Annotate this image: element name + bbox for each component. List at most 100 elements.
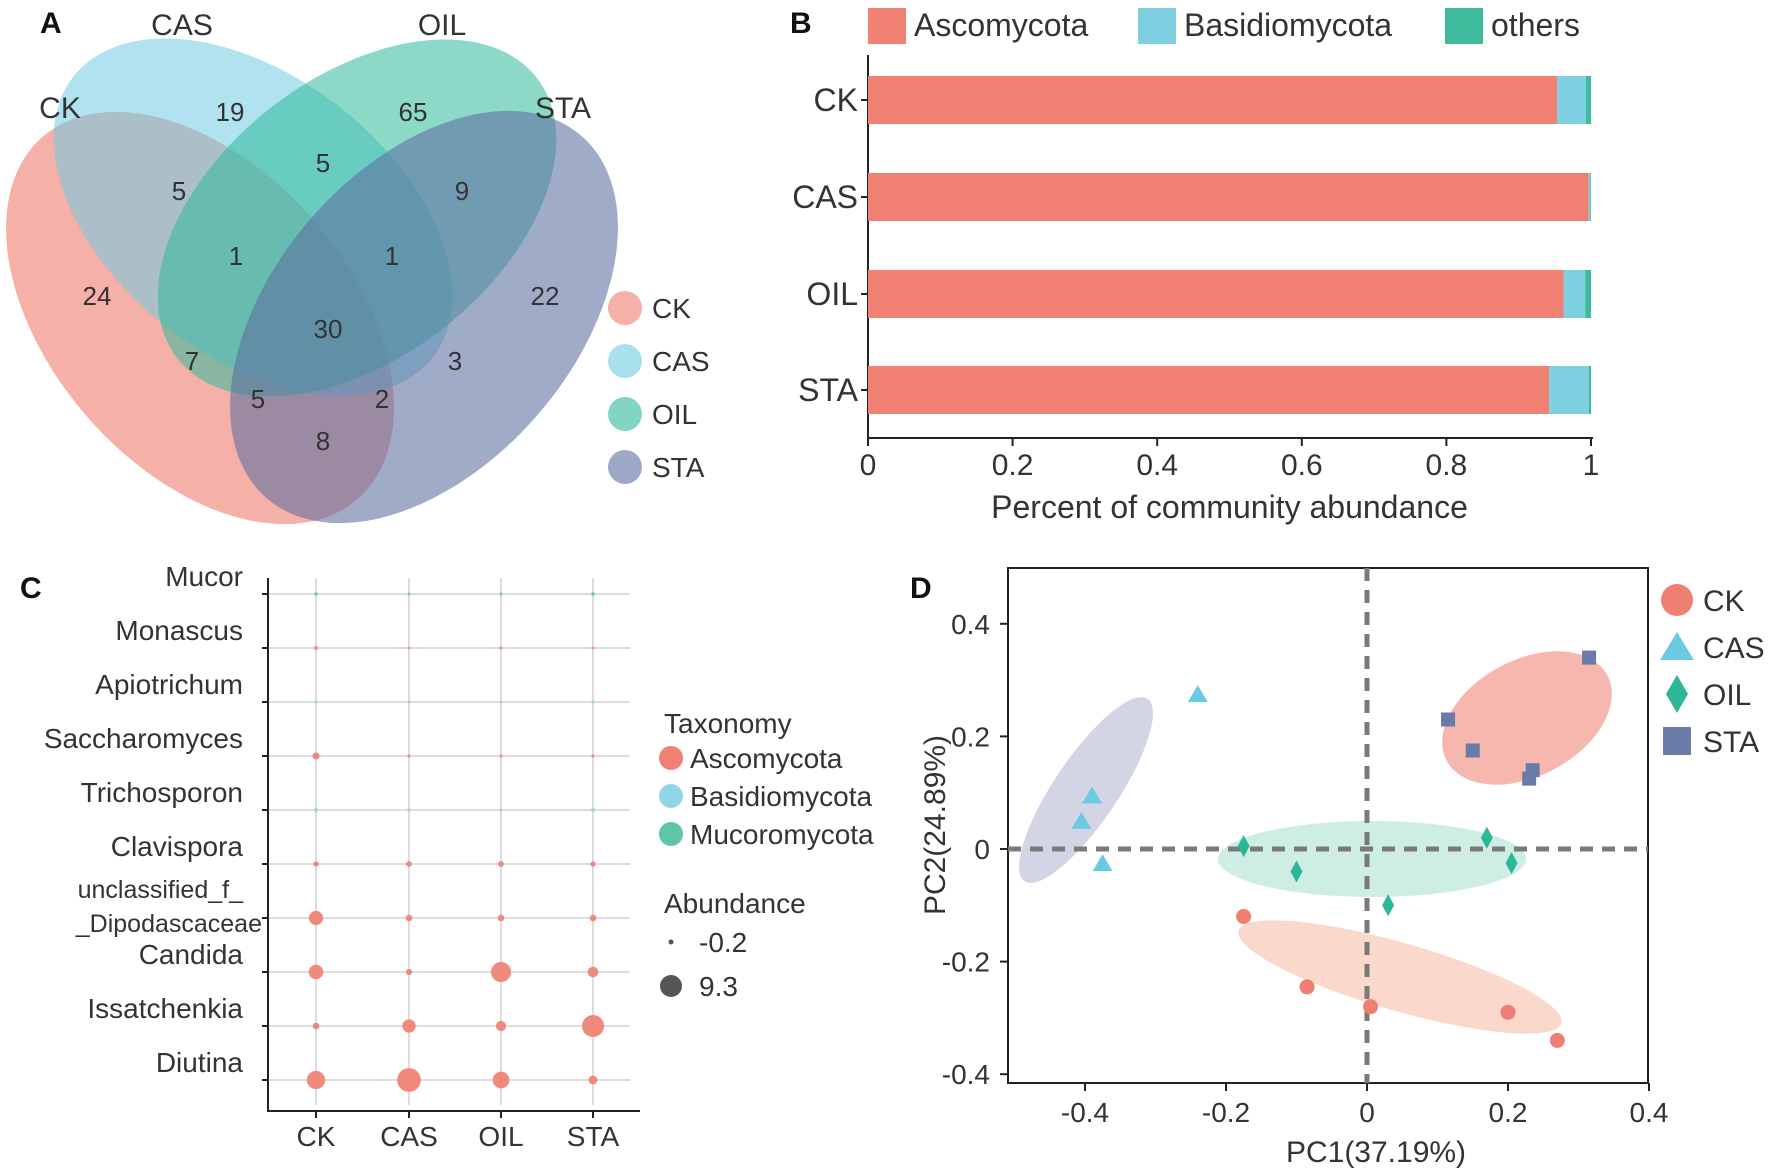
pca-y-tick-label-0-4: 0.4: [951, 609, 990, 640]
bubble-clavispora-ck: [313, 861, 319, 867]
bubble-monascus-oil: [499, 646, 503, 650]
bubble-issatchenkia-ck: [312, 1022, 320, 1030]
bubble-mucor-oil: [499, 592, 503, 596]
venn-region-ck-cas-oil-sta: 30: [314, 314, 343, 344]
venn-legend-label-ck: CK: [652, 293, 691, 324]
bar-sta-others: [1588, 366, 1591, 414]
bar-ck-ascomycota: [868, 76, 1558, 124]
bubble-monascus-cas: [407, 646, 411, 650]
venn-panel: A CK CAS OIL STA 24 19 65 22 5 5 9 1 1 30 7 3 5 2 8 CK CAS…: [6, 7, 710, 525]
pca-x-tick-label-0-4: 0.4: [1630, 1097, 1669, 1128]
bubble-legend-swatch-basidiomycota: [659, 784, 683, 808]
bubble-row-label-clavispora: Clavispora: [111, 831, 244, 862]
bubble-unclassified-f-dipodascaceae-ck: [308, 910, 324, 926]
venn-region-ck-oil: 7: [185, 346, 199, 376]
bar-category-ck: CK: [814, 82, 858, 118]
bubble-candida-ck: [308, 964, 324, 980]
venn-region-cas-sta: 3: [448, 346, 462, 376]
bubble-row-label-diutina: Diutina: [156, 1047, 244, 1078]
bubble-row-label-mucor: Mucor: [165, 561, 243, 592]
venn-set-label-cas: CAS: [151, 9, 213, 42]
bubble-diutina-sta: [588, 1075, 598, 1085]
bubble-row-label-candida: Candida: [139, 939, 244, 970]
bubble-legend-size-small: [668, 939, 674, 945]
pca-point-cas: [1071, 811, 1092, 829]
bar-legend-swatch-ascomycota: [868, 8, 906, 44]
pca-point-ck: [1236, 909, 1252, 925]
bar-category-cas: CAS: [792, 179, 858, 215]
bar-legend-label-basidiomycota: Basidiomycota: [1184, 7, 1392, 43]
pca-point-cas: [1092, 854, 1113, 872]
pca-legend-swatch-oil: [1666, 675, 1688, 713]
bubble-legend-label-ascomycota: Ascomycota: [690, 743, 843, 774]
pca-legend-swatch-sta: [1663, 727, 1691, 755]
pca-x-tick-label-0-2: -0.2: [1202, 1097, 1250, 1128]
pca-y-tick-label-0: 0: [974, 834, 990, 865]
pca-point-oil: [1290, 860, 1303, 883]
venn-legend-swatch-ck: [608, 291, 642, 325]
bubble-row-label-unclassified-f-dipodascaceae-line2: _Dipodascaceae: [75, 910, 262, 938]
venn-legend-swatch-sta: [608, 450, 642, 484]
bubble-row-label-issatchenkia: Issatchenkia: [87, 993, 243, 1024]
bubble-candida-oil: [490, 961, 512, 983]
venn-set-sta: [230, 110, 618, 524]
pca-point-sta: [1582, 650, 1597, 665]
bubble-legend-taxonomy-title: Taxonomy: [664, 708, 792, 739]
pca-point-oil: [1382, 894, 1395, 917]
pca-plot: -0.4 -0.2 0 0.2 0.4 0.4 0.2 0 -0.2 -0.4 PC1(37.19%…: [919, 568, 1668, 1169]
pca-legend-swatch-cas: [1660, 632, 1694, 660]
panel-label-b: B: [790, 7, 812, 40]
venn-legend-label-sta: STA: [652, 452, 705, 483]
pca-point-sta: [1522, 771, 1537, 786]
venn-set-label-oil: OIL: [418, 9, 466, 42]
bubble-legend-swatch-ascomycota: [659, 746, 683, 770]
bubble-legend-swatch-mucoromycota: [659, 822, 683, 846]
stacked-bar-panel: B Ascomycota Basidiomycota others CK CAS OIL…: [790, 7, 1599, 525]
bar-x-tick-label-0-4: 0.4: [1136, 449, 1178, 482]
bar-legend-swatch-basidiomycota: [1138, 8, 1176, 44]
pca-point-cas: [1187, 685, 1208, 703]
venn-region-cas-oil-sta: 1: [385, 241, 399, 271]
panel-label-c: C: [20, 572, 42, 605]
bubble-col-label-sta: STA: [567, 1121, 620, 1152]
bubble-legend-size-large: [660, 975, 682, 997]
venn-legend-label-cas: CAS: [652, 346, 710, 377]
bubble-legend: Taxonomy Ascomycota Basidiomycota Mucoromyc…: [659, 708, 874, 1002]
bubble-col-label-cas: CAS: [380, 1121, 438, 1152]
bubble-mucor-ck: [314, 592, 318, 596]
pca-x-tick-label-0: 0: [1359, 1097, 1375, 1128]
bar-legend-label-ascomycota: Ascomycota: [914, 7, 1088, 43]
pca-point-sta: [1465, 743, 1480, 758]
bubble-candida-cas: [405, 968, 413, 976]
pca-y-tick-label-0-2: 0.2: [951, 721, 990, 752]
bubble-trichosporon-oil: [499, 808, 503, 812]
bar-cas-others: [1590, 173, 1591, 221]
bar-oil-ascomycota: [868, 270, 1564, 318]
venn-region-ck: 24: [83, 281, 112, 311]
pca-x-tick-label-0-2: 0.2: [1489, 1097, 1528, 1128]
pca-point-sta: [1441, 712, 1456, 727]
bar-category-sta: STA: [798, 372, 859, 408]
pca-legend-label-cas: CAS: [1703, 632, 1765, 665]
bubble-unclassified-f-dipodascaceae-sta: [589, 914, 597, 922]
bar-sta-ascomycota: [868, 366, 1550, 414]
bubble-row-label-unclassified-f-dipodascaceae-line1: unclassified_f_: [78, 876, 244, 904]
venn-legend-label-oil: OIL: [652, 399, 697, 430]
bubble-saccharomyces-ck: [312, 752, 320, 760]
pca-legend: CK CAS OIL STA: [1660, 584, 1765, 759]
bar-plot: CK CAS OIL STA 0 0.2 0.4 0.6 0.8 1 Percent of comm…: [792, 55, 1599, 525]
venn-legend-swatch-cas: [608, 344, 642, 378]
bubble-trichosporon-ck: [313, 807, 319, 813]
bubble-row-label-apiotrichum: Apiotrichum: [95, 669, 243, 700]
bar-ck-others: [1585, 76, 1591, 124]
pca-ellipse-sta: [1442, 651, 1612, 785]
bar-legend-swatch-others: [1445, 8, 1483, 44]
bar-oil-basidiomycota: [1563, 270, 1586, 318]
venn-set-label-sta: STA: [535, 92, 591, 125]
venn-legend: CK CAS OIL STA: [608, 291, 710, 484]
bar-cas-ascomycota: [868, 173, 1589, 221]
bar-sta-basidiomycota: [1549, 366, 1589, 414]
bubble-apiotrichum-oil: [499, 700, 503, 704]
bubble-trichosporon-cas: [407, 808, 411, 812]
pca-legend-label-ck: CK: [1703, 585, 1745, 618]
